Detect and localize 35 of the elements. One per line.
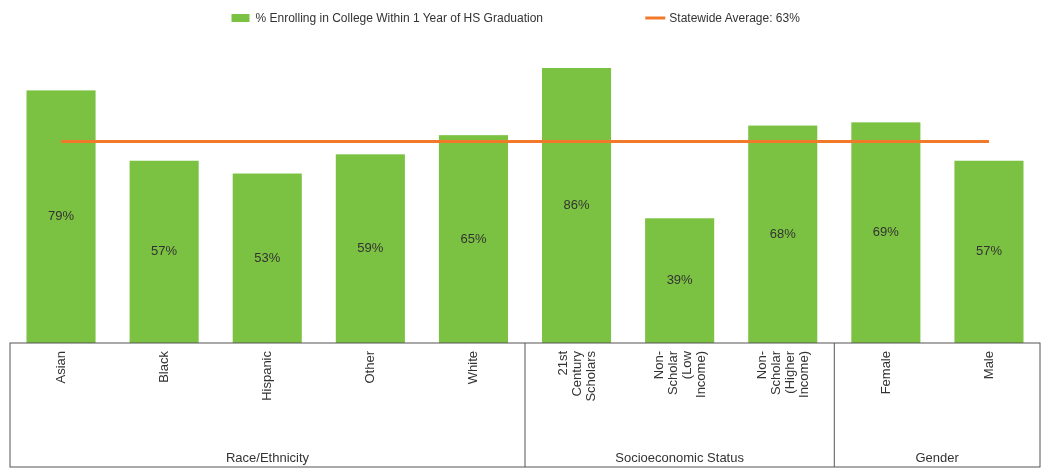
data-label: 39% xyxy=(666,272,694,288)
x-tick-label: Hispanic xyxy=(259,350,275,401)
x-tick-label: Black xyxy=(156,350,172,383)
x-tick-label: White xyxy=(465,351,481,385)
bar xyxy=(645,218,715,343)
x-tick-label: Asian xyxy=(53,351,69,384)
data-label: 69% xyxy=(872,224,900,240)
x-tick-label: Non-Scholar (Low Income) xyxy=(650,350,708,398)
data-label: 68% xyxy=(769,225,797,241)
x-tick-label: 21st Century Scholars xyxy=(554,350,598,402)
bar xyxy=(129,160,199,343)
data-label: 79% xyxy=(48,208,75,224)
x-tick-label: Female xyxy=(877,351,893,395)
bar xyxy=(954,160,1024,343)
legend-label: Statewide Average: 63% xyxy=(669,11,801,25)
bar xyxy=(26,90,96,343)
x-tick-label: Non-Scholar (Higher Income) xyxy=(753,350,811,398)
data-label: 57% xyxy=(151,243,178,259)
bar xyxy=(335,154,405,343)
bar xyxy=(438,135,508,343)
bar xyxy=(232,173,302,343)
data-label: 86% xyxy=(563,196,590,212)
legend-label: % Enrolling in College Within 1 Year of HS Graduation xyxy=(255,11,543,25)
bar xyxy=(748,125,818,343)
data-label: 53% xyxy=(254,249,281,265)
data-label: 57% xyxy=(975,243,1003,259)
data-label: 65% xyxy=(460,230,487,246)
bar xyxy=(542,68,612,343)
x-tick-label: Other xyxy=(362,350,378,384)
text: Gender xyxy=(915,450,960,465)
bar xyxy=(851,122,921,343)
data-label: 59% xyxy=(357,240,384,256)
text: Socioeconomic Status xyxy=(615,450,745,465)
x-tick-label: Male xyxy=(980,351,996,380)
text: Race/Ethnicity xyxy=(225,450,310,465)
